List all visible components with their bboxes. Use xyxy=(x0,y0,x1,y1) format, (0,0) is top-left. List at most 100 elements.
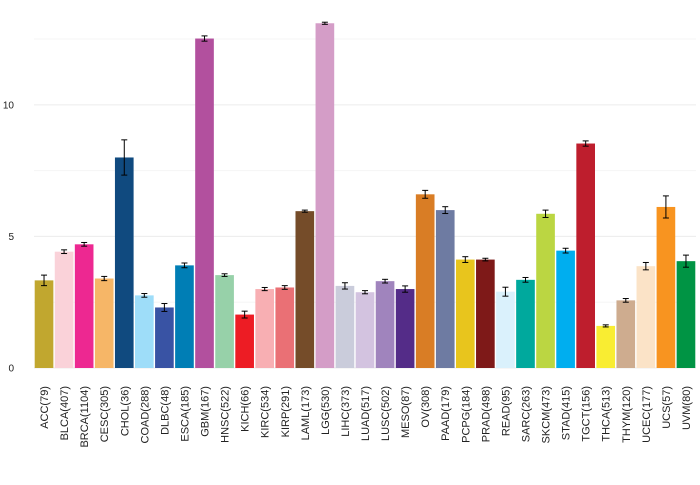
x-tick-label: UCS(57) xyxy=(661,386,673,429)
error-bar-esca xyxy=(181,262,188,269)
x-tick-label: PCPG(184) xyxy=(460,386,472,443)
bar-ov xyxy=(415,194,435,368)
x-tick-label: KICH(66) xyxy=(240,386,252,432)
bar-lusc xyxy=(375,281,395,368)
bar-lgg xyxy=(315,23,335,369)
bar-pcpg xyxy=(455,259,475,368)
x-tick-label: OV(308) xyxy=(420,386,432,428)
error-bar-tgct xyxy=(582,140,589,147)
x-tick-label: BRCA(1104) xyxy=(79,386,91,448)
bar-kich xyxy=(235,314,254,368)
x-tick-label: READ(95) xyxy=(500,386,512,436)
error-bar-prad xyxy=(482,257,489,262)
bar-meso xyxy=(395,289,415,368)
bar-thca xyxy=(596,325,616,368)
bar-kirc xyxy=(255,289,275,368)
x-tick-label: SKCM(473) xyxy=(541,386,553,443)
bar-hnsc xyxy=(215,275,234,368)
error-bar-luad xyxy=(362,290,368,295)
bar-lihc xyxy=(335,285,355,368)
error-bar-lusc xyxy=(382,278,389,284)
x-tick-label: PRAD(498) xyxy=(480,386,492,442)
bar-luad xyxy=(355,292,375,368)
bar-ucs xyxy=(656,206,676,368)
x-tick-label: UVM(80) xyxy=(681,386,693,430)
bar-chol xyxy=(114,157,134,368)
bar-stad xyxy=(556,250,575,368)
bar-thym xyxy=(616,300,636,368)
error-bar-acc xyxy=(41,274,48,287)
x-tick-label: TGCT(156) xyxy=(581,386,593,442)
x-tick-label: DLBC(48) xyxy=(159,386,171,435)
bar-uvm xyxy=(676,261,696,368)
error-bar-stad xyxy=(562,247,569,254)
bar-skcm xyxy=(536,213,555,368)
error-bar-blca xyxy=(61,249,68,255)
error-bar-thca xyxy=(602,324,609,328)
x-tick-label: LIHC(373) xyxy=(340,386,352,437)
y-tick-label: 0 xyxy=(8,364,14,375)
error-bar-thym xyxy=(622,298,629,303)
bar-layer xyxy=(34,23,696,369)
bar-read xyxy=(496,291,515,368)
x-tick-label: THYM(120) xyxy=(621,386,633,443)
error-bar-gbm xyxy=(201,35,208,42)
bar-brca xyxy=(74,244,94,368)
bar-ucec xyxy=(636,266,656,368)
error-bar-read xyxy=(502,286,509,297)
error-bar-cesc xyxy=(101,275,108,282)
error-bar-meso xyxy=(402,285,409,293)
x-tick-label: STAD(415) xyxy=(561,386,573,440)
x-tick-label: KIRC(534) xyxy=(260,386,272,438)
x-tick-label: LAML(173) xyxy=(300,386,312,440)
bar-sarc xyxy=(516,279,535,368)
error-bar-lgg xyxy=(321,21,328,25)
y-axis: 0 5 10 xyxy=(3,100,15,374)
x-tick-label: BLCA(407) xyxy=(59,386,71,440)
bar-gbm xyxy=(195,38,214,369)
x-tick-label: SARC(263) xyxy=(520,386,532,442)
error-bar-kirc xyxy=(261,286,268,292)
x-axis: ACC(79) BLCA(407) BRCA(1104) CESC(305) CHOL(… xyxy=(39,386,693,448)
x-tick-label: GBM(167) xyxy=(200,386,212,437)
bar-blca xyxy=(54,251,74,368)
error-bar-hnsc xyxy=(221,273,228,277)
error-bar-dlbc xyxy=(161,303,168,312)
error-bar-skcm xyxy=(542,209,549,218)
error-bar-kich xyxy=(241,310,248,319)
error-bar-lihc xyxy=(341,282,348,290)
error-bar-ucs xyxy=(662,195,669,219)
bar-coad xyxy=(135,295,154,368)
error-bar-pcpg xyxy=(462,256,469,263)
x-tick-label: CHOL(36) xyxy=(119,386,131,436)
x-tick-label: KIRP(291) xyxy=(280,386,292,437)
x-tick-label: LGG(530) xyxy=(320,386,332,435)
error-bar-kirp xyxy=(281,285,288,290)
bar-tgct xyxy=(576,143,595,368)
error-bar-sarc xyxy=(522,276,529,283)
bar-acc xyxy=(34,280,54,368)
y-tick-label: 5 xyxy=(8,232,14,243)
x-tick-label: CESC(305) xyxy=(99,386,111,442)
bar-cesc xyxy=(94,278,114,368)
x-tick-label: UCEC(177) xyxy=(641,386,653,443)
error-bar-layer xyxy=(41,21,689,328)
x-tick-label: ACC(79) xyxy=(39,386,51,429)
x-tick-label: PAAD(179) xyxy=(440,386,452,441)
error-bar-ov xyxy=(422,189,429,199)
y-tick-label: 10 xyxy=(3,100,15,111)
bar-esca xyxy=(175,265,194,368)
x-tick-label: ESCA(185) xyxy=(179,386,191,442)
error-bar-paad xyxy=(442,206,449,215)
error-bar-uvm xyxy=(682,254,689,268)
error-bar-brca xyxy=(81,241,88,247)
bar-prad xyxy=(476,259,495,368)
error-bar-laml xyxy=(301,209,308,213)
bar-dlbc xyxy=(155,307,174,368)
x-tick-label: LUSC(502) xyxy=(380,386,392,441)
x-tick-label: COAD(288) xyxy=(139,386,151,443)
x-tick-label: THCA(513) xyxy=(601,386,613,442)
x-tick-label: LUAD(517) xyxy=(360,386,372,441)
